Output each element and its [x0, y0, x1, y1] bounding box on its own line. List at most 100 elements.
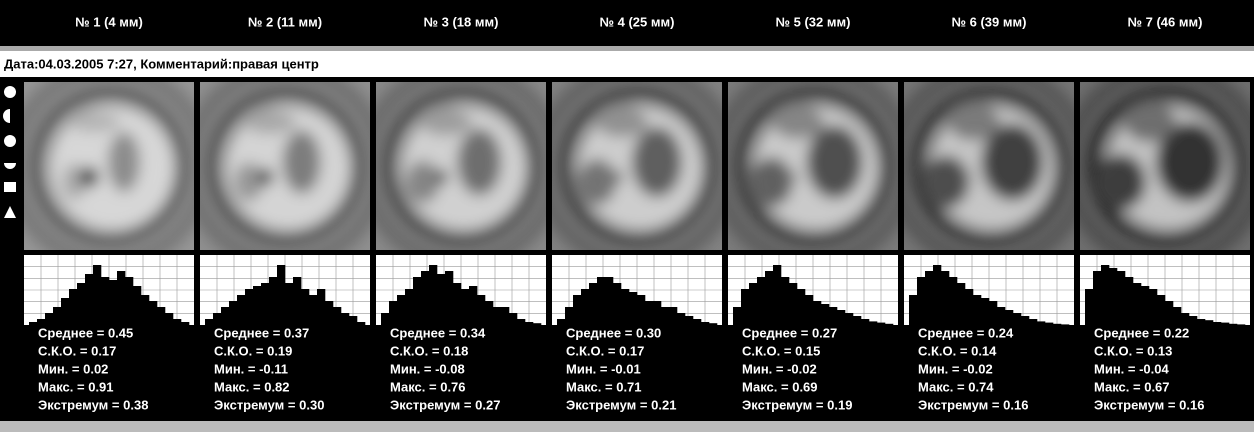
histogram-bar [173, 319, 181, 325]
histogram-bar [1189, 316, 1197, 325]
histogram-bar [525, 322, 533, 325]
histogram-bar [933, 265, 941, 325]
histogram-bar [317, 289, 325, 325]
image-content [189, 70, 381, 262]
column-title: № 2 (11 мм) [248, 14, 322, 29]
blob [406, 161, 439, 204]
histogram-bar [789, 283, 797, 325]
histogram-bar [205, 319, 213, 325]
histogram-bar [1085, 289, 1093, 325]
image-content [13, 70, 205, 262]
histogram-bar [605, 277, 613, 325]
histogram-bar [629, 292, 637, 325]
histogram-bar [973, 295, 981, 325]
stat-line: Мин. = -0.02 [918, 361, 993, 376]
stat-line: Макс. = 0.82 [214, 379, 290, 394]
histogram-bar [1237, 324, 1245, 325]
center-spot [611, 171, 623, 183]
icon[interactable] [4, 135, 16, 147]
histogram-bar [213, 313, 221, 325]
histogram-bar [421, 271, 429, 325]
separator [0, 46, 1254, 51]
histogram-bar [389, 301, 397, 325]
histogram-bar [1013, 313, 1021, 325]
image-content [893, 70, 1085, 262]
histogram-bar [485, 301, 493, 325]
histogram-bar [517, 319, 525, 325]
histogram-bar [917, 277, 925, 325]
histogram-bar [597, 277, 605, 325]
histogram-bar [693, 319, 701, 325]
histogram-bar [757, 277, 765, 325]
blob [1124, 102, 1176, 142]
histogram-bar [909, 295, 917, 325]
blob [922, 156, 969, 209]
stat-line: Макс. = 0.71 [566, 379, 642, 394]
blob [750, 157, 793, 206]
histogram-bar [1205, 320, 1213, 325]
histogram-bar [261, 283, 269, 325]
histogram-bar [765, 271, 773, 325]
histogram-bar [949, 277, 957, 325]
histogram-bar [1221, 323, 1229, 325]
histogram-bar [501, 307, 509, 325]
stat-line: Экстремум = 0.21 [566, 397, 676, 412]
histogram-bar [29, 322, 37, 325]
stat-line: Экстремум = 0.16 [1094, 397, 1204, 412]
histogram-bar [861, 319, 869, 325]
stat-line: С.К.О. = 0.18 [390, 343, 468, 358]
histogram-bar [181, 322, 189, 325]
stat-line: Среднее = 0.22 [1094, 325, 1189, 340]
histogram-bar [285, 283, 293, 325]
histogram-bar [109, 280, 117, 325]
stat-line: Макс. = 0.69 [742, 379, 818, 394]
stat-line: Макс. = 0.76 [390, 379, 466, 394]
histogram-bar [53, 307, 61, 325]
histogram-bar [61, 298, 69, 325]
column-title: № 4 (25 мм) [600, 14, 675, 29]
histogram-bar [125, 277, 133, 325]
histogram-bar [1229, 324, 1237, 325]
histogram-bar [1021, 316, 1029, 325]
center-spot [434, 170, 449, 185]
stat-line: Среднее = 0.45 [38, 325, 133, 340]
slice-image [365, 70, 557, 262]
stat-line: Экстремум = 0.30 [214, 397, 324, 412]
stat-line: Среднее = 0.37 [214, 325, 309, 340]
slice-image [541, 70, 733, 262]
icon[interactable] [4, 182, 16, 192]
histogram-bar [877, 323, 885, 325]
histogram-bar [1181, 313, 1189, 325]
histogram-bar [1213, 322, 1221, 325]
center-spot [966, 174, 973, 181]
histogram-bar [141, 295, 149, 325]
histogram-bar [45, 313, 53, 325]
histogram-bar [741, 289, 749, 325]
histogram-bar [437, 274, 445, 325]
image-content [717, 70, 909, 262]
histogram-bar [621, 289, 629, 325]
stat-line: Экстремум = 0.19 [742, 397, 852, 412]
histogram-bar [997, 307, 1005, 325]
histogram-bar [69, 289, 77, 325]
blob [807, 125, 863, 198]
viewer: Дата:04.03.2005 7:27, Комментарий:правая… [0, 0, 1254, 432]
histogram-bar [397, 295, 405, 325]
histogram-bar [333, 307, 341, 325]
histogram-bar [493, 307, 501, 325]
histogram-bar [77, 283, 85, 325]
histogram-bar [581, 289, 589, 325]
histogram-bar [1125, 277, 1133, 325]
info-line: Дата:04.03.2005 7:27, Комментарий:правая… [4, 56, 319, 71]
histogram-bar [813, 301, 821, 325]
histogram-bar [229, 301, 237, 325]
slice-image [893, 70, 1085, 262]
histogram-bar [1157, 295, 1165, 325]
histogram-bar [413, 277, 421, 325]
blob [420, 109, 472, 136]
histogram-bar [869, 321, 877, 325]
histogram-bar [885, 324, 893, 325]
stat-line: Макс. = 0.67 [1094, 379, 1170, 394]
icon[interactable] [4, 86, 16, 98]
histogram-bar [645, 301, 653, 325]
